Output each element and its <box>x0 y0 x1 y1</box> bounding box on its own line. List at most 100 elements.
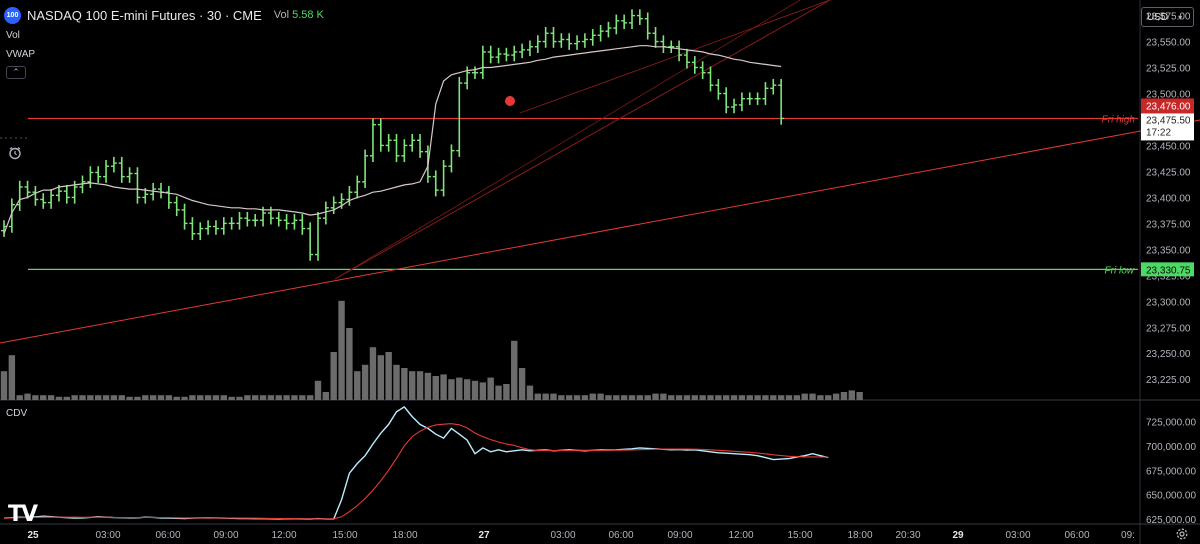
header-vol-label: Vol <box>273 9 290 21</box>
chart-header: 100 NASDAQ 100 E-mini Futures · 30 · CME… <box>4 5 324 25</box>
volume-bar <box>244 395 251 400</box>
volume-bar <box>47 395 55 400</box>
volume-bar <box>330 352 337 400</box>
fri-low-label: Fri low <box>1105 265 1135 276</box>
fri-low-price-text: 23,330.75 <box>1146 265 1191 276</box>
volume-bar <box>479 382 487 400</box>
volume-bar <box>801 393 808 400</box>
cdv-tick-label: 725,000.00 <box>1146 418 1196 429</box>
volume-bar <box>730 395 738 400</box>
price-tick-label: 23,500.00 <box>1146 90 1191 101</box>
volume-bar <box>471 380 479 400</box>
volume-bar <box>291 395 298 400</box>
volume-bar <box>699 395 706 400</box>
volume-bar <box>644 395 651 400</box>
volume-bar <box>503 384 510 400</box>
price-tick-label: 23,575.00 <box>1146 12 1191 23</box>
volume-bar <box>377 355 384 400</box>
cdv-tick-label: 675,000.00 <box>1146 466 1196 477</box>
indicator-vwap[interactable]: VWAP <box>6 49 36 60</box>
volume-bar <box>463 379 471 400</box>
nasdaq-logo[interactable]: 100 <box>4 6 21 24</box>
volume-bar <box>589 393 596 400</box>
volume-bar <box>118 395 125 400</box>
price-tick-label: 23,250.00 <box>1146 349 1191 360</box>
gear-icon[interactable] <box>1175 527 1189 541</box>
price-tick-label: 23,375.00 <box>1146 219 1191 230</box>
volume-bar <box>361 364 369 400</box>
volume-bar <box>173 396 180 400</box>
cdv-tick-label: 650,000.00 <box>1146 491 1196 502</box>
volume-bar <box>817 395 824 400</box>
current-price-text: 23,476.00 <box>1146 101 1191 112</box>
volume-bar <box>762 395 769 400</box>
volume-bar <box>793 395 801 400</box>
volume-bar <box>620 395 628 400</box>
price-tick-label: 23,400.00 <box>1146 193 1191 204</box>
volume-bar <box>322 392 330 400</box>
volume-bar <box>228 396 235 400</box>
volume-bar <box>691 395 698 400</box>
volume-bar <box>63 396 70 400</box>
symbol-title[interactable]: NASDAQ 100 E-mini Futures · 30 · CME <box>27 7 262 23</box>
volume-bar <box>314 380 322 400</box>
volume-bar <box>283 395 290 400</box>
price-tick-label: 23,350.00 <box>1146 245 1191 256</box>
price-tick-label: 23,300.00 <box>1146 297 1191 308</box>
current-price-tag <box>1141 98 1194 114</box>
volume-bar <box>181 396 188 400</box>
time-tick-label: 06:00 <box>1064 530 1089 541</box>
volume-bar <box>432 376 439 400</box>
time-tick-label: 06:00 <box>608 530 633 541</box>
alarm-clock-icon[interactable] <box>8 146 22 160</box>
volume-bar <box>542 393 549 400</box>
volume-bar <box>165 395 173 400</box>
volume-bar <box>0 371 8 400</box>
volume-bar <box>660 393 667 400</box>
volume-bar <box>840 392 848 400</box>
volume-bar <box>259 395 267 400</box>
volume-bar <box>832 393 840 400</box>
time-tick-label: 09:00 <box>667 530 692 541</box>
volume-bar <box>746 395 753 400</box>
volume-bar <box>369 347 377 400</box>
volume-bar <box>558 395 565 400</box>
chevron-up-icon[interactable]: ⌃ <box>6 66 26 79</box>
volume-bar <box>95 395 102 400</box>
volume-bar <box>204 395 212 400</box>
chevron-down-icon: ▾ <box>1178 12 1183 22</box>
price-tick-label: 23,525.00 <box>1146 64 1191 75</box>
last-price-tag <box>1141 113 1194 141</box>
volume-bar <box>8 355 16 400</box>
volume-bar <box>518 368 526 400</box>
volume-bar <box>628 395 636 400</box>
fri-high-label: Fri high <box>1102 114 1136 125</box>
header-vol-value: 5.58 K <box>292 9 324 21</box>
volume-bar <box>157 395 165 400</box>
price-tick-label: 23,550.00 <box>1146 38 1191 49</box>
volume-bar <box>715 395 722 400</box>
volume-bar <box>495 385 502 400</box>
trend-line-fan-2 <box>334 0 801 280</box>
volume-bar <box>409 371 416 400</box>
time-tick-label: 12:00 <box>728 530 753 541</box>
time-tick-label: 03:00 <box>95 530 120 541</box>
time-tick-label: 29 <box>952 530 964 541</box>
time-tick-label: 09:00 <box>213 530 238 541</box>
volume-bar <box>448 379 455 400</box>
currency-label: USD <box>1147 11 1169 23</box>
price-tick-label: 23,325.00 <box>1146 271 1191 282</box>
fri-low-price-tag <box>1141 262 1194 277</box>
time-tick-label: 03:00 <box>1005 530 1030 541</box>
volume-bar <box>110 395 118 400</box>
volume-bar <box>87 395 94 400</box>
volume-bar <box>134 396 141 400</box>
time-tick-label: 18:00 <box>392 530 417 541</box>
volume-bar <box>526 385 534 400</box>
currency-select[interactable]: USD ▾ <box>1141 7 1194 27</box>
indicator-vol[interactable]: Vol <box>6 30 20 41</box>
volume-bar <box>236 396 243 400</box>
indicator-cdv[interactable]: CDV <box>6 408 28 419</box>
